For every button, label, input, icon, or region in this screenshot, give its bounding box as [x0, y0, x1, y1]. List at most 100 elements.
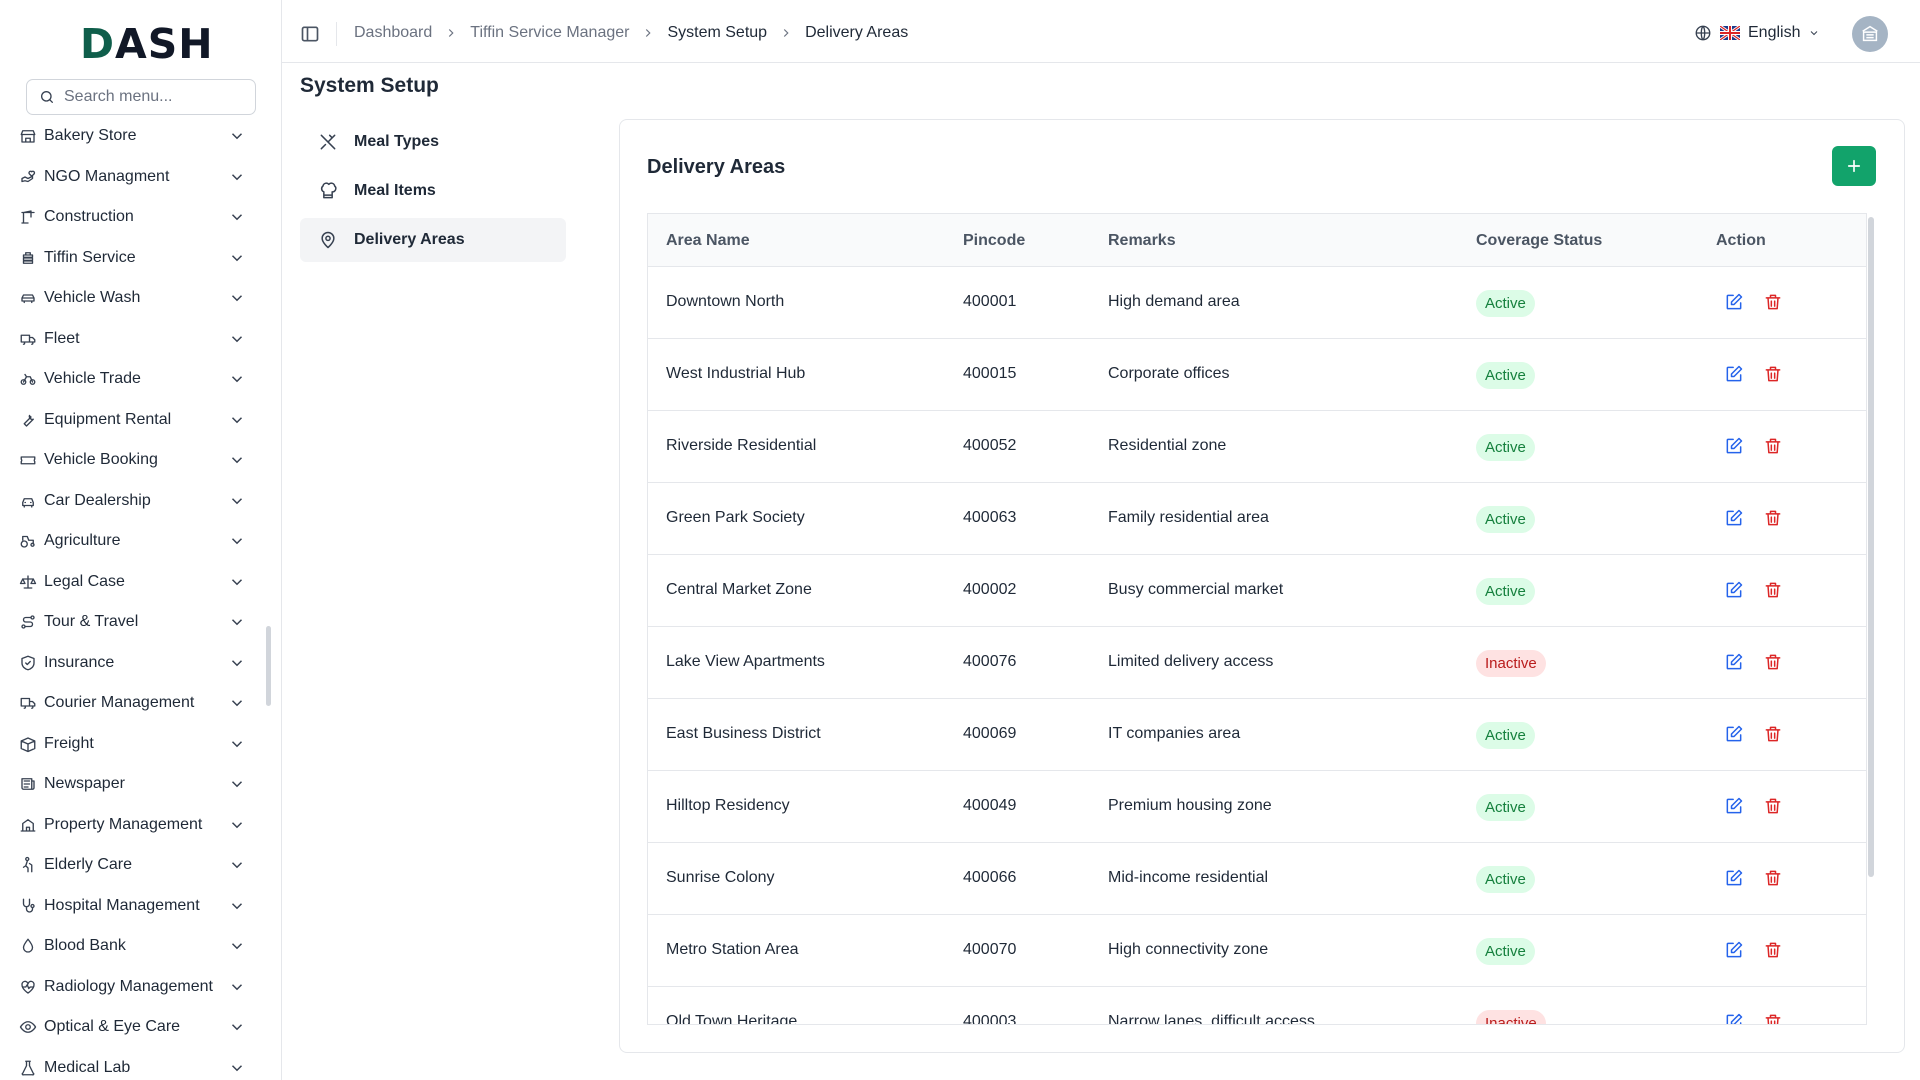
- breadcrumb-dashboard[interactable]: Dashboard: [354, 24, 433, 41]
- chevron-down-icon[interactable]: [228, 613, 246, 631]
- crane-icon: [18, 207, 38, 227]
- sidebar-item-newspaper[interactable]: Newspaper: [0, 764, 266, 804]
- sidebar-item-fleet[interactable]: Fleet: [0, 319, 266, 359]
- sidebar-item-vehicle-wash[interactable]: Vehicle Wash: [0, 278, 266, 318]
- chevron-down-icon[interactable]: [228, 370, 246, 388]
- edit-icon[interactable]: [1724, 436, 1744, 456]
- sidebar-item-property-management[interactable]: Property Management: [0, 805, 266, 845]
- tractor-icon: [18, 531, 38, 551]
- edit-icon[interactable]: [1724, 724, 1744, 744]
- sidebar-item-tour-travel[interactable]: Tour & Travel: [0, 602, 266, 642]
- chevron-down-icon[interactable]: [228, 330, 246, 348]
- delete-icon[interactable]: [1763, 364, 1783, 384]
- chevron-down-icon[interactable]: [228, 897, 246, 915]
- chevron-down-icon[interactable]: [228, 856, 246, 874]
- chevron-down-icon[interactable]: [228, 816, 246, 834]
- language-selector[interactable]: English: [1694, 24, 1820, 42]
- chevron-down-icon[interactable]: [228, 208, 246, 226]
- globe-icon: [1695, 25, 1711, 41]
- sidebar-item-hospital-management[interactable]: Hospital Management: [0, 886, 266, 926]
- sidebar-item-legal-case[interactable]: Legal Case: [0, 562, 266, 602]
- edit-icon[interactable]: [1724, 868, 1744, 888]
- sidebar-item-equipment-rental[interactable]: Equipment Rental: [0, 400, 266, 440]
- edit-icon[interactable]: [1724, 1012, 1744, 1025]
- chevron-down-icon[interactable]: [228, 573, 246, 591]
- sidebar-item-car-dealership[interactable]: Car Dealership: [0, 481, 266, 521]
- sidebar-item-optical-eye-care[interactable]: Optical & Eye Care: [0, 1007, 266, 1047]
- column-header-pincode: Pincode: [963, 232, 1026, 249]
- edit-icon[interactable]: [1724, 652, 1744, 672]
- user-avatar-icon: [1862, 25, 1878, 42]
- delete-icon[interactable]: [1763, 868, 1783, 888]
- chevron-down-icon[interactable]: [228, 168, 246, 186]
- sidebar-item-blood-bank[interactable]: Blood Bank: [0, 926, 266, 966]
- delete-icon[interactable]: [1763, 652, 1783, 672]
- chevron-down-icon[interactable]: [228, 694, 246, 712]
- chevron-down-icon[interactable]: [228, 127, 246, 145]
- sidebar-toggle-icon[interactable]: [300, 24, 320, 44]
- delete-icon[interactable]: [1763, 796, 1783, 816]
- subnav-item-delivery-areas[interactable]: Delivery Areas: [300, 218, 566, 262]
- cell-area-name: Sunrise Colony: [666, 869, 775, 886]
- avatar[interactable]: [1852, 16, 1888, 52]
- sidebar-item-label: Courier Management: [44, 694, 195, 711]
- chevron-down-icon[interactable]: [228, 978, 246, 996]
- edit-icon[interactable]: [1724, 580, 1744, 600]
- sidebar-item-vehicle-trade[interactable]: Vehicle Trade: [0, 359, 266, 399]
- breadcrumb-delivery-areas: Delivery Areas: [805, 24, 909, 41]
- chevron-down-icon[interactable]: [228, 249, 246, 267]
- sidebar-item-insurance[interactable]: Insurance: [0, 643, 266, 683]
- chevron-down-icon[interactable]: [228, 532, 246, 550]
- delete-icon[interactable]: [1763, 724, 1783, 744]
- sidebar-item-freight[interactable]: Freight: [0, 724, 266, 764]
- edit-icon[interactable]: [1724, 796, 1744, 816]
- delete-icon[interactable]: [1763, 1012, 1783, 1025]
- chevron-down-icon[interactable]: [228, 735, 246, 753]
- sidebar-item-bakery-store[interactable]: Bakery Store: [0, 116, 266, 156]
- chevron-down-icon[interactable]: [228, 289, 246, 307]
- chevron-down-icon[interactable]: [228, 654, 246, 672]
- add-delivery-area-button[interactable]: [1832, 146, 1876, 186]
- table-scrollbar-thumb[interactable]: [1868, 217, 1874, 877]
- delete-icon[interactable]: [1763, 292, 1783, 312]
- breadcrumb-system-setup[interactable]: System Setup: [667, 24, 768, 41]
- breadcrumb-tiffin-service-manager[interactable]: Tiffin Service Manager: [470, 24, 630, 41]
- language-label: English: [1748, 24, 1801, 41]
- chevron-down-icon[interactable]: [228, 937, 246, 955]
- delete-icon[interactable]: [1763, 508, 1783, 528]
- edit-icon[interactable]: [1724, 292, 1744, 312]
- chevron-down-icon[interactable]: [228, 775, 246, 793]
- sidebar-item-radiology-management[interactable]: Radiology Management: [0, 967, 266, 1007]
- sidebar-item-elderly-care[interactable]: Elderly Care: [0, 845, 266, 885]
- sidebar-item-label: NGO Managment: [44, 167, 170, 185]
- edit-icon[interactable]: [1724, 940, 1744, 960]
- sidebar-item-construction[interactable]: Construction: [0, 197, 266, 237]
- table-row: Lake View Apartments 400076 Limited delive…: [648, 627, 1866, 699]
- sidebar-item-tiffin-service[interactable]: Tiffin Service: [0, 238, 266, 278]
- sidebar-item-vehicle-booking[interactable]: Vehicle Booking: [0, 440, 266, 480]
- subnav-item-label: Meal Types: [354, 133, 440, 150]
- delete-icon[interactable]: [1763, 436, 1783, 456]
- search-input[interactable]: [64, 88, 244, 106]
- edit-icon[interactable]: [1724, 508, 1744, 528]
- chevron-down-icon[interactable]: [228, 451, 246, 469]
- edit-icon[interactable]: [1724, 364, 1744, 384]
- subnav-item-meal-items[interactable]: Meal Items: [300, 169, 566, 213]
- logo[interactable]: D ASH: [80, 20, 214, 68]
- sidebar-item-ngo-managment[interactable]: NGO Managment: [0, 157, 266, 197]
- table-scrollbar[interactable]: [1868, 217, 1874, 1023]
- sidebar-scrollbar[interactable]: [266, 626, 271, 706]
- chevron-down-icon[interactable]: [228, 1018, 246, 1036]
- sidebar-item-courier-management[interactable]: Courier Management: [0, 683, 266, 723]
- delete-icon[interactable]: [1763, 580, 1783, 600]
- subnav-item-meal-types[interactable]: Meal Types: [300, 120, 566, 164]
- sidebar-menu: Bakery Store NGO Managment Construction Tif…: [0, 116, 266, 1076]
- chevron-down-icon[interactable]: [228, 492, 246, 510]
- sidebar-item-agriculture[interactable]: Agriculture: [0, 521, 266, 561]
- chevron-down-icon[interactable]: [228, 1059, 246, 1077]
- setup-subnav: Meal Types Meal Items Delivery Areas: [300, 120, 566, 267]
- delete-icon[interactable]: [1763, 940, 1783, 960]
- chevron-down-icon[interactable]: [228, 411, 246, 429]
- sidebar-item-medical-lab[interactable]: Medical Lab: [0, 1048, 266, 1077]
